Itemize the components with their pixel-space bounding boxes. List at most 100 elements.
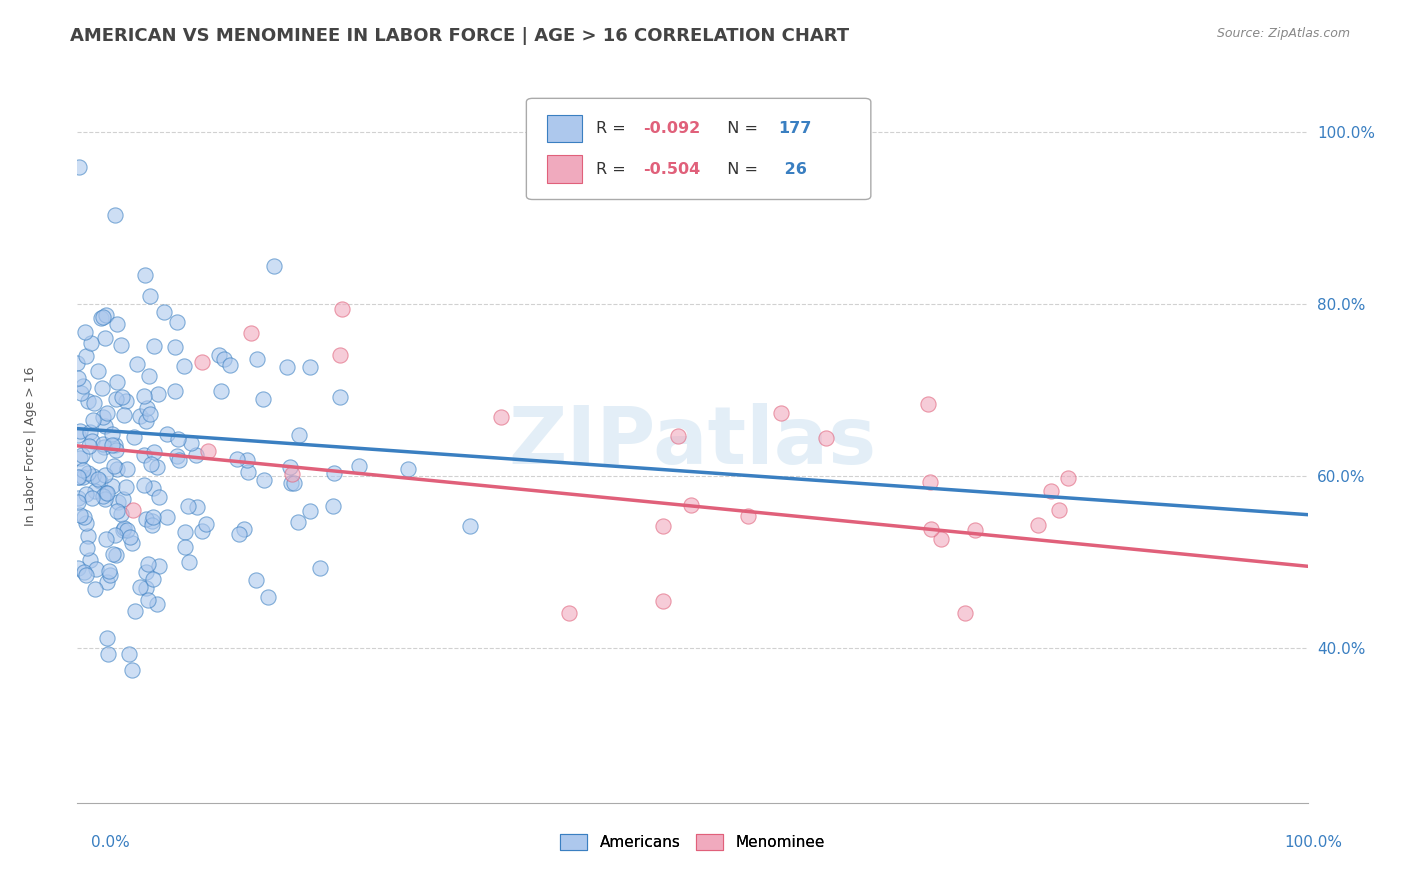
Point <box>107 495 129 509</box>
Point <box>245 574 267 588</box>
Point <box>166 449 188 463</box>
Point <box>82 468 104 483</box>
Point <box>87 448 110 462</box>
Point <box>283 476 305 491</box>
Point <box>328 390 350 404</box>
Point <box>67 160 90 174</box>
Point <box>107 375 129 389</box>
Point <box>77 466 100 480</box>
Point <box>148 559 170 574</box>
Point <box>115 462 138 476</box>
Point <box>142 510 165 524</box>
Point <box>89 475 111 489</box>
Text: R =: R = <box>596 161 631 177</box>
Point <box>281 467 304 481</box>
Point <box>136 401 159 415</box>
Point <box>87 364 110 378</box>
Point <box>252 392 274 406</box>
Point <box>66 470 89 484</box>
Point <box>72 470 94 484</box>
Point <box>96 406 118 420</box>
Point <box>91 381 114 395</box>
Point <box>121 536 143 550</box>
Point <box>80 434 103 448</box>
Point <box>280 475 302 490</box>
Text: -0.092: -0.092 <box>644 121 700 136</box>
Point <box>93 440 115 454</box>
Point <box>75 486 97 500</box>
Point <box>136 558 159 572</box>
Point <box>125 357 148 371</box>
Text: Source: ZipAtlas.com: Source: ZipAtlas.com <box>1216 27 1350 40</box>
Point <box>257 590 280 604</box>
Text: 177: 177 <box>779 121 811 136</box>
Point <box>93 418 115 433</box>
Point <box>236 465 259 479</box>
Point <box>94 492 117 507</box>
Point <box>67 494 90 508</box>
Point <box>70 386 93 401</box>
Point <box>110 507 132 521</box>
Point <box>96 631 118 645</box>
Point <box>191 355 214 369</box>
Point <box>180 436 202 450</box>
Point <box>276 360 298 375</box>
Point <box>148 490 170 504</box>
FancyBboxPatch shape <box>547 115 582 143</box>
Point <box>67 371 90 385</box>
Point <box>118 647 141 661</box>
Point <box>195 517 218 532</box>
Point <box>83 483 105 498</box>
Point <box>69 451 91 466</box>
Point <box>120 530 142 544</box>
Point <box>83 582 105 596</box>
Point <box>94 486 117 500</box>
Point <box>186 448 208 462</box>
Point <box>138 289 160 303</box>
Point <box>82 413 104 427</box>
Point <box>141 515 163 529</box>
Point <box>94 533 117 547</box>
Point <box>349 459 371 474</box>
Point <box>111 492 134 507</box>
Point <box>814 431 837 445</box>
Point <box>134 389 156 403</box>
Point <box>111 390 134 404</box>
Point <box>69 425 91 439</box>
Point <box>101 438 124 452</box>
Point <box>167 453 190 467</box>
Point <box>132 478 155 492</box>
Point <box>97 564 120 578</box>
Point <box>77 529 100 543</box>
Point <box>236 453 259 467</box>
Point <box>139 457 162 471</box>
Point <box>105 461 128 475</box>
Point <box>135 565 157 579</box>
Point <box>1047 503 1070 517</box>
Point <box>67 470 90 484</box>
Point <box>177 499 200 513</box>
FancyBboxPatch shape <box>547 155 582 183</box>
Point <box>73 565 96 579</box>
Legend: Americans, Menominee: Americans, Menominee <box>554 829 831 856</box>
Point <box>920 522 942 536</box>
Point <box>80 336 103 351</box>
Point <box>104 437 127 451</box>
Point <box>212 352 235 367</box>
Point <box>66 561 89 575</box>
Point <box>166 315 188 329</box>
Point <box>322 499 344 513</box>
Point <box>90 311 112 326</box>
Point <box>124 604 146 618</box>
Point <box>239 326 262 341</box>
Point <box>329 348 352 362</box>
Point <box>146 386 169 401</box>
Text: 26: 26 <box>779 161 807 177</box>
Text: 100.0%: 100.0% <box>1285 836 1343 850</box>
Point <box>72 463 94 477</box>
Point <box>75 568 97 582</box>
Point <box>173 359 195 373</box>
Point <box>107 504 129 518</box>
Point <box>91 437 114 451</box>
Point <box>186 500 208 515</box>
